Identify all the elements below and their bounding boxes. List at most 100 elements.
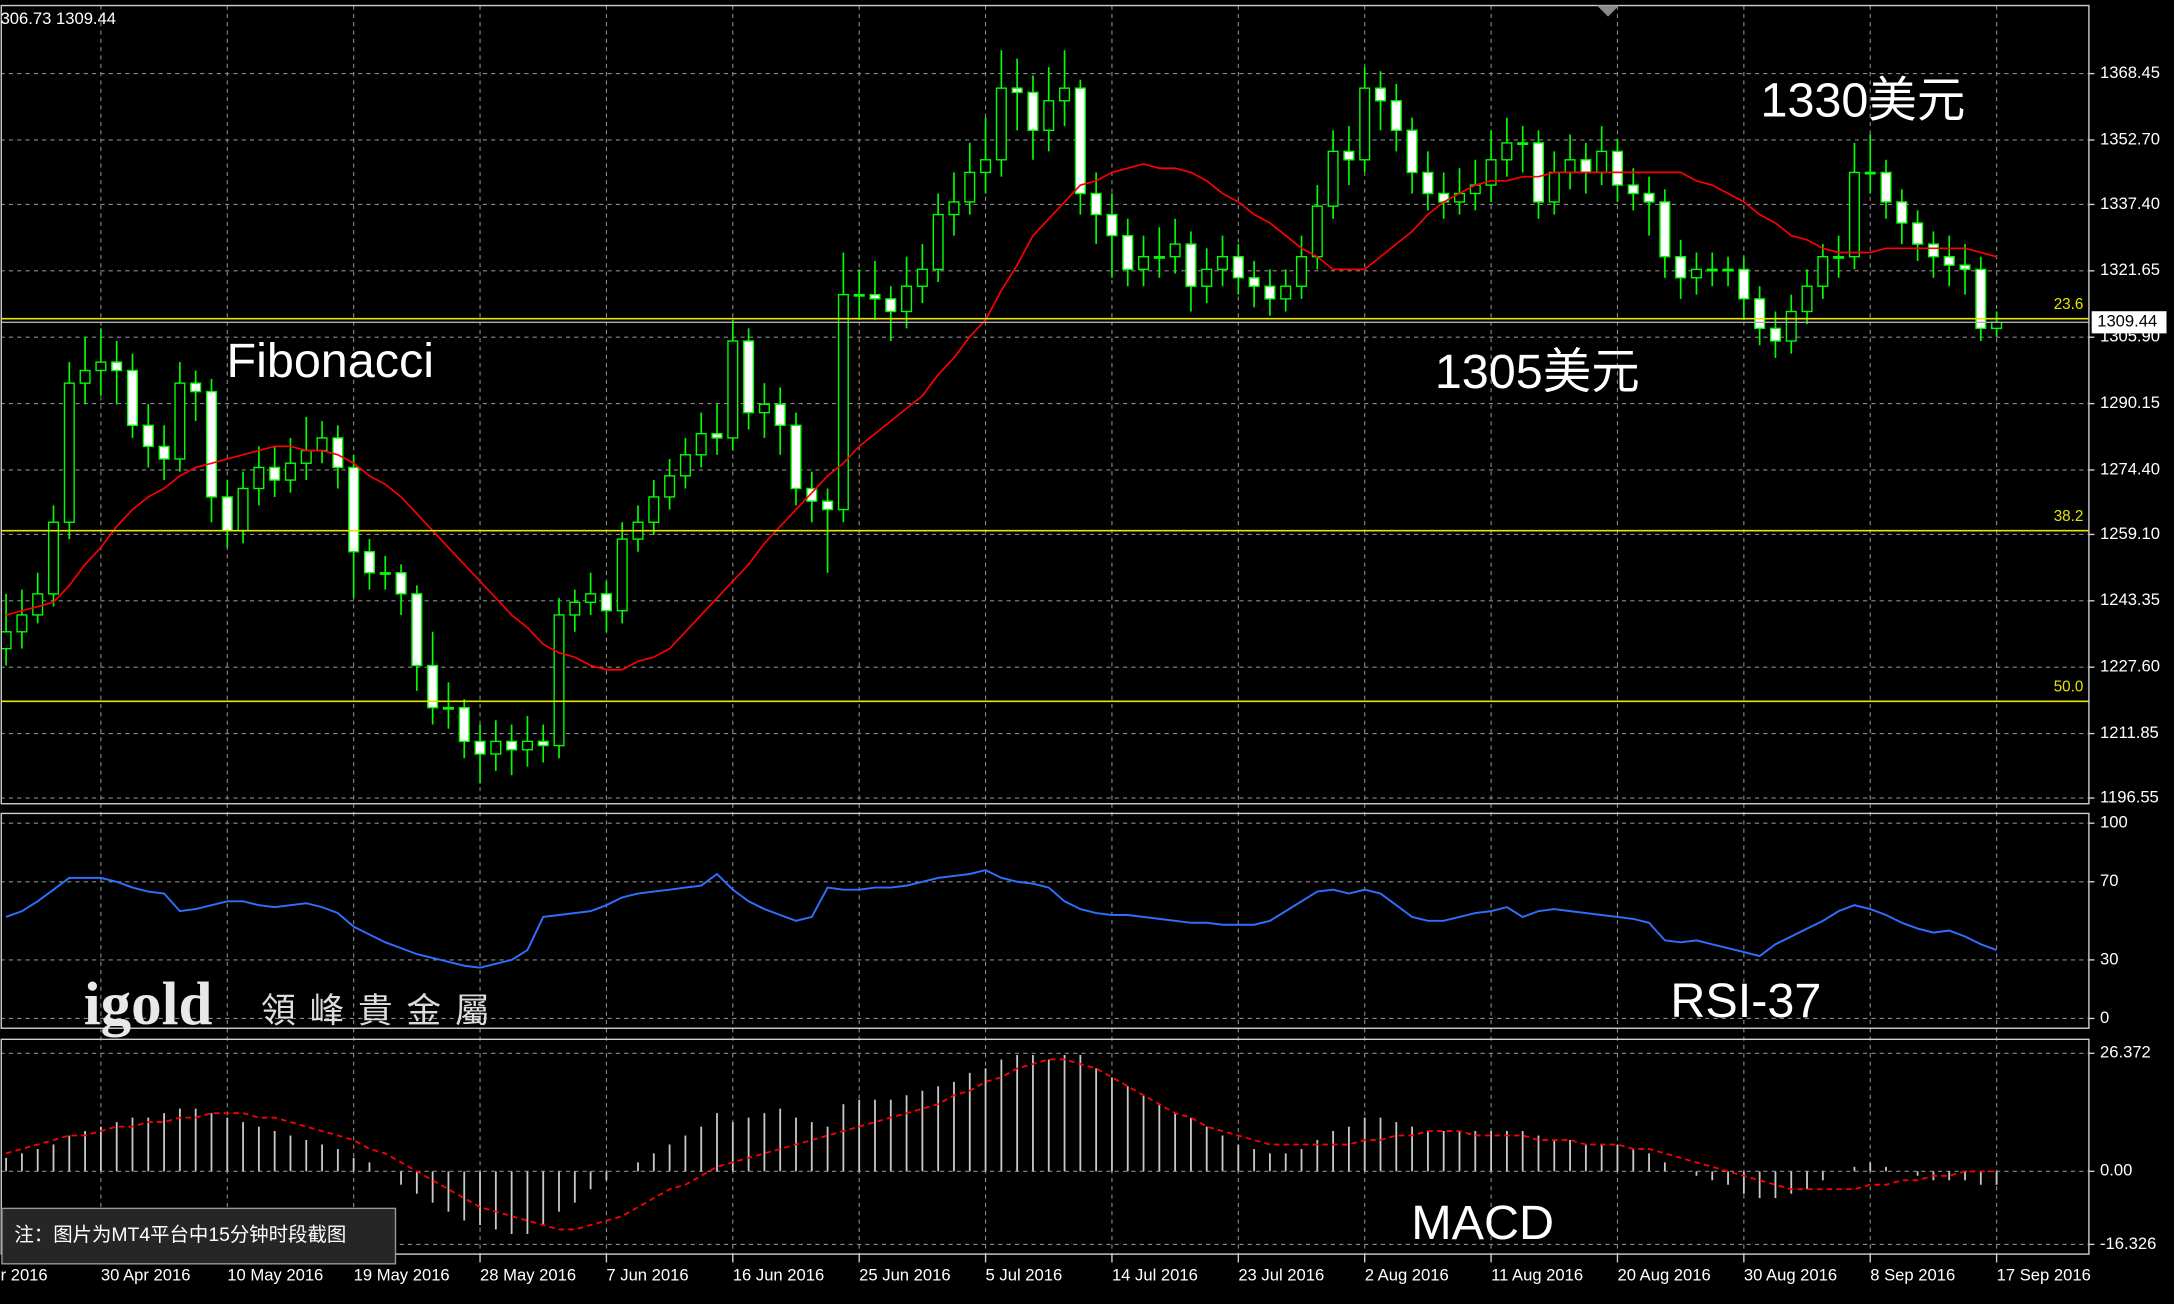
- candle-body: [1532, 142, 1545, 203]
- candle-body: [47, 521, 60, 595]
- panel-frame: [0, 812, 2090, 1029]
- current-price-box: [2091, 311, 2167, 334]
- candle-body: [1374, 87, 1387, 102]
- candle-body: [190, 382, 202, 393]
- candle-body: [458, 706, 470, 743]
- candle-body: [1864, 171, 1876, 175]
- y-tick-label: 1290.15: [2100, 393, 2160, 412]
- candle-body: [1295, 256, 1308, 287]
- candle-body: [948, 201, 960, 216]
- candle-body: [664, 475, 676, 498]
- candle-body: [32, 593, 44, 616]
- candle-body: [237, 487, 249, 532]
- candle-body: [932, 213, 944, 271]
- x-tick-label: 7 Jun 2016: [606, 1266, 688, 1285]
- y-tick-label: 26.372: [2100, 1043, 2151, 1062]
- y-tick-label: 1211.85: [2100, 723, 2159, 742]
- y-tick-label: 1274.40: [2100, 459, 2160, 478]
- candle-body: [1975, 268, 1987, 330]
- x-tick-label: 2 Aug 2016: [1365, 1266, 1449, 1285]
- axes: 1368.451352.701337.401321.651305.901290.…: [0, 4, 2167, 1285]
- candle-body: [348, 466, 360, 553]
- candle-body: [1754, 298, 1766, 330]
- candle-body: [1880, 171, 1892, 203]
- y-tick-label: 30: [2100, 949, 2118, 968]
- candle-body: [332, 437, 344, 469]
- candle-body: [1769, 327, 1781, 342]
- rsi-line: [5, 869, 1997, 969]
- candle-body: [901, 285, 913, 313]
- panel-label: RSI-37: [1670, 974, 1821, 1028]
- candle-body: [1596, 150, 1608, 174]
- candle-body: [1580, 159, 1592, 174]
- signal-line: [5, 1058, 1997, 1231]
- candle-body: [1043, 100, 1055, 131]
- candle-body: [553, 614, 565, 747]
- annotation: Fibonacci: [226, 334, 434, 388]
- candle-body: [648, 496, 660, 523]
- candle-body: [537, 740, 549, 747]
- x-tick-label: 30 Aug 2016: [1744, 1266, 1837, 1285]
- y-tick-label: 1321.65: [2100, 260, 2160, 279]
- candle-body: [806, 487, 818, 502]
- x-tick-label: 17 Sep 2016: [1997, 1266, 2091, 1285]
- candle-body: [316, 437, 328, 452]
- x-tick-label: 30 Apr 2016: [101, 1266, 191, 1285]
- candle-body: [711, 433, 723, 439]
- candle-body: [869, 293, 881, 300]
- candle-body: [1406, 129, 1418, 174]
- candle-body: [1785, 310, 1797, 342]
- candle-body: [1232, 256, 1244, 279]
- candle-body: [1390, 100, 1402, 131]
- candle-body: [790, 424, 802, 490]
- current-price-label: 1309.44: [2097, 312, 2157, 331]
- candle-body: [111, 361, 123, 372]
- x-tick-label: 16 Jun 2016: [733, 1266, 824, 1285]
- candle-body: [269, 466, 281, 481]
- fib-label: 38.2: [2054, 508, 2084, 525]
- candle-body: [1659, 201, 1671, 258]
- candle-body: [395, 572, 407, 595]
- candle-body: [1422, 171, 1434, 195]
- candle-body: [695, 433, 707, 456]
- annotation: 1305美元: [1435, 345, 1640, 399]
- candle-body: [1991, 321, 2003, 330]
- candle-body: [1943, 256, 1955, 266]
- candle-body: [1643, 192, 1655, 203]
- candle-body: [142, 424, 154, 448]
- candle-body: [1611, 150, 1624, 186]
- y-tick-label: 1337.40: [2100, 194, 2160, 213]
- candle-body: [1169, 243, 1181, 258]
- candle-body: [442, 706, 454, 710]
- candle-body: [1896, 201, 1908, 224]
- panel-label: MACD: [1411, 1196, 1554, 1250]
- candle-body: [980, 159, 992, 174]
- candle-body: [205, 390, 218, 498]
- y-tick-label: 1352.70: [2100, 129, 2160, 148]
- candle-body: [474, 740, 486, 755]
- candle-body: [600, 593, 612, 612]
- candle-body: [363, 551, 375, 574]
- candle-body: [1722, 268, 1734, 272]
- candle-body: [221, 496, 233, 532]
- candle-body: [1485, 159, 1497, 186]
- candle-body: [1264, 285, 1276, 300]
- candle-body: [95, 361, 107, 372]
- candle-body: [506, 740, 518, 751]
- y-tick-label: 1196.55: [2100, 787, 2159, 806]
- rsi-panel: [5, 869, 1997, 969]
- x-tick-label-partial: r 2016: [1, 1266, 48, 1285]
- y-tick-label: 1227.60: [2100, 657, 2160, 676]
- candle-body: [1359, 87, 1371, 161]
- candle-body: [1738, 268, 1750, 300]
- x-tick-label: 19 May 2016: [354, 1266, 450, 1285]
- fib-label: 50.0: [2054, 679, 2084, 696]
- candle-body: [1501, 142, 1513, 161]
- annotation: 1330美元: [1760, 73, 1965, 127]
- candle-body: [1027, 91, 1039, 131]
- candle-body: [1517, 142, 1529, 146]
- candle-body: [521, 740, 533, 751]
- candle-body: [837, 293, 849, 511]
- watermark-brand: igold: [84, 971, 213, 1038]
